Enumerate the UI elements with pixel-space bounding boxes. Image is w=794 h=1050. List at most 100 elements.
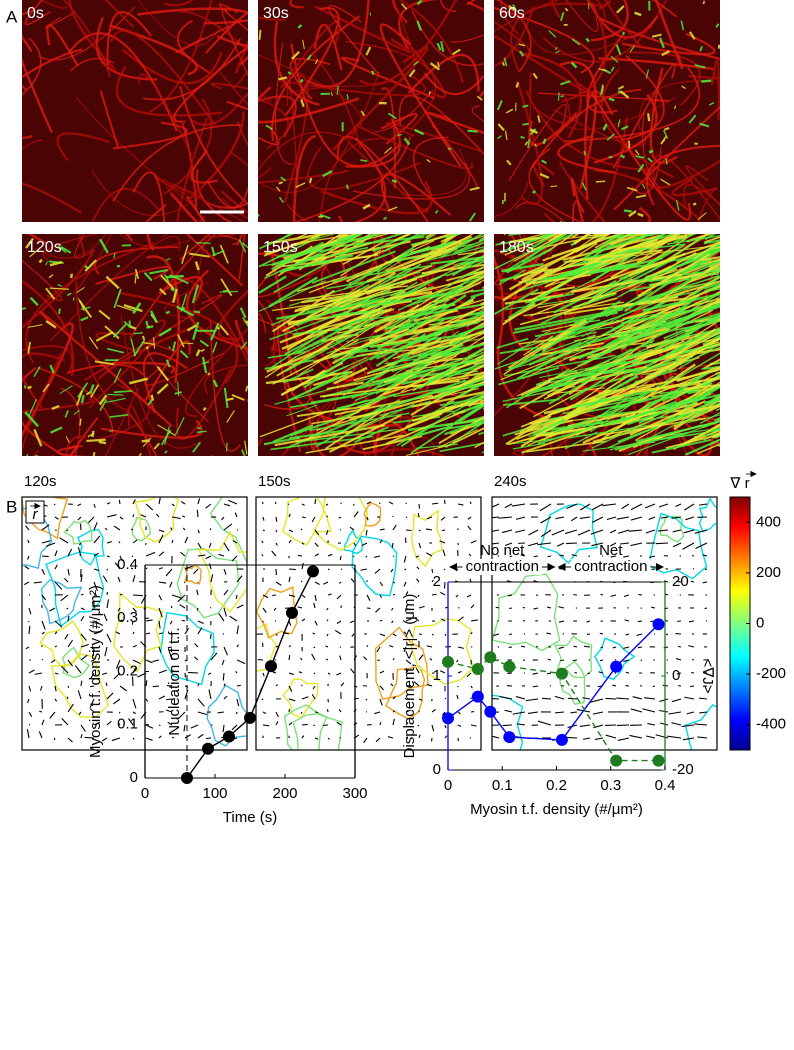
flow-vector xyxy=(542,697,552,700)
flow-vector xyxy=(602,503,617,507)
myosin-streak xyxy=(606,133,615,141)
myosin-streak xyxy=(553,388,625,415)
flow-vector xyxy=(84,736,95,739)
myosin-streak xyxy=(636,234,680,263)
flow-vector xyxy=(630,708,643,713)
myosin-streak xyxy=(494,334,596,370)
myosin-streak xyxy=(168,346,172,350)
actin-filament xyxy=(27,234,47,245)
myosin-streak xyxy=(285,315,390,372)
actin-filament xyxy=(258,95,297,138)
map-frame xyxy=(255,496,482,751)
y-tick-label: 2 xyxy=(433,573,441,590)
myosin-streak xyxy=(299,322,379,376)
contour xyxy=(113,591,164,673)
frame-label: 150s xyxy=(263,239,298,256)
myosin-streak xyxy=(29,250,38,258)
flow-vector xyxy=(301,735,305,739)
myosin-streak xyxy=(677,376,720,396)
flow-vector xyxy=(403,646,407,652)
flow-vector xyxy=(591,542,604,547)
flow-vector xyxy=(132,514,135,518)
flow-vector xyxy=(349,620,355,624)
myosin-streak xyxy=(674,309,714,330)
myosin-streak xyxy=(676,366,720,383)
actin-filament xyxy=(379,23,462,167)
myosin-streak xyxy=(309,412,410,432)
myosin-streak xyxy=(634,11,642,17)
flow-vector xyxy=(77,516,82,521)
flow-vector xyxy=(675,658,682,661)
flow-vector xyxy=(67,703,74,713)
data-point xyxy=(652,754,665,767)
flow-vector xyxy=(630,542,643,547)
actin-filament xyxy=(497,352,544,418)
flow-vector xyxy=(208,689,212,700)
flow-vector xyxy=(288,529,294,533)
myosin-streak xyxy=(469,186,480,191)
flow-vector xyxy=(637,646,643,649)
flow-vector xyxy=(80,724,86,732)
myosin-streak xyxy=(412,234,474,267)
flow-vector xyxy=(80,574,83,583)
actin-filament xyxy=(713,238,720,249)
flow-vector xyxy=(119,619,123,622)
flow-vector xyxy=(207,672,212,675)
myosin-streak xyxy=(643,320,690,345)
myosin-streak xyxy=(520,388,611,428)
myosin-streak xyxy=(132,302,142,315)
myosin-streak xyxy=(585,360,626,376)
myosin-streak xyxy=(585,37,590,43)
flow-vector xyxy=(387,736,394,739)
flow-vector xyxy=(632,696,643,700)
myosin-streak xyxy=(354,426,389,444)
flow-vector xyxy=(115,659,121,669)
flow-vector xyxy=(363,656,368,661)
myosin-streak xyxy=(313,234,336,240)
flow-vector xyxy=(312,685,316,690)
myosin-streak xyxy=(454,239,484,253)
myosin-streak xyxy=(310,392,367,404)
myosin-streak xyxy=(674,105,677,110)
myosin-streak xyxy=(297,311,350,337)
x-axis-label: Time (s) xyxy=(223,809,277,826)
flow-vector xyxy=(598,671,604,674)
myosin-streak xyxy=(258,275,287,294)
flow-vector xyxy=(272,594,277,597)
flow-vector xyxy=(28,685,32,692)
actin-filament xyxy=(144,340,191,402)
frame-label: 120s xyxy=(27,239,62,256)
actin-filament xyxy=(185,234,244,287)
myosin-streak xyxy=(314,59,319,65)
myosin-streak xyxy=(569,375,610,401)
myosin-streak xyxy=(145,320,149,326)
myosin-streak xyxy=(404,234,429,242)
myosin-streak xyxy=(452,402,484,416)
myosin-streak xyxy=(602,392,712,427)
myosin-streak xyxy=(709,428,720,433)
flow-vector xyxy=(287,503,290,506)
contour xyxy=(648,512,708,580)
myosin-streak xyxy=(683,383,720,391)
actin-filament xyxy=(370,427,377,456)
myosin-streak xyxy=(703,282,720,290)
flow-vector xyxy=(227,499,238,505)
flow-vector xyxy=(417,512,420,518)
flow-vector xyxy=(699,711,708,714)
flow-vector xyxy=(41,631,45,635)
flow-vector xyxy=(41,555,49,558)
actin-filament xyxy=(22,139,43,151)
myosin-streak xyxy=(265,370,353,385)
flow-vector xyxy=(521,645,526,648)
flow-vector xyxy=(221,659,225,666)
actin-filament xyxy=(217,289,248,341)
data-point xyxy=(223,730,235,743)
myosin-streak xyxy=(182,342,194,345)
data-point xyxy=(555,667,568,680)
flow-vector xyxy=(261,554,264,557)
myosin-streak xyxy=(177,381,180,397)
myosin-streak xyxy=(532,190,537,194)
flow-vector xyxy=(39,685,43,691)
actin-filament xyxy=(204,11,248,54)
myosin-streak xyxy=(356,234,390,243)
